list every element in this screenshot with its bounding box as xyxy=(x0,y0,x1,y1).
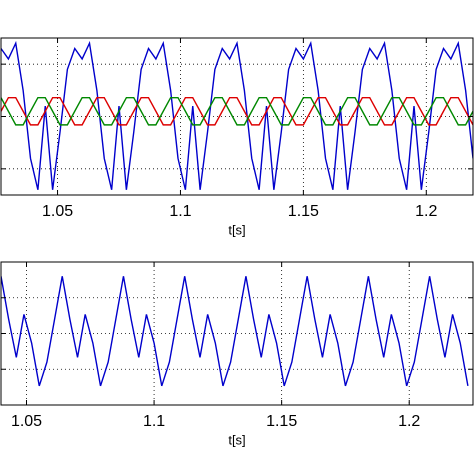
x-axis-label: t[s] xyxy=(228,432,245,447)
series-line xyxy=(1,96,473,126)
x-tick-label: 1.15 xyxy=(266,413,297,430)
series-line xyxy=(1,276,469,387)
x-tick-label: 1.2 xyxy=(415,203,437,220)
x-tick-label: 1.05 xyxy=(42,203,73,220)
x-tick-label: 1.1 xyxy=(169,203,191,220)
series-line xyxy=(1,40,473,190)
series-line xyxy=(1,96,473,126)
x-tick-label: 1.1 xyxy=(143,413,165,430)
x-tick-label: 1.05 xyxy=(11,413,42,430)
x-axis-label: t[s] xyxy=(228,222,245,237)
x-tick-label: 1.15 xyxy=(288,203,319,220)
x-tick-label: 1.2 xyxy=(398,413,420,430)
